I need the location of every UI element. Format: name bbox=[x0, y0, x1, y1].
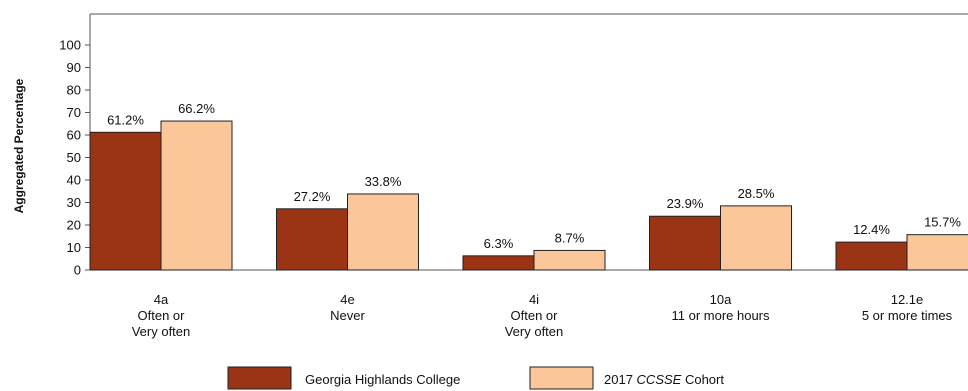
y-tick-label: 50 bbox=[67, 150, 81, 165]
category-label-line: 4i bbox=[529, 292, 539, 307]
bar-cohort bbox=[347, 193, 419, 271]
legend-swatch-ccsse-cohort bbox=[529, 366, 594, 390]
category-label-line: 4a bbox=[154, 292, 169, 307]
category-label-line: 4e bbox=[340, 292, 354, 307]
legend-swatch-georgia-highlands bbox=[227, 366, 292, 390]
y-tick-label: 30 bbox=[67, 195, 81, 210]
category-label-line: Never bbox=[330, 308, 365, 323]
legend-label-georgia-highlands: Georgia Highlands College bbox=[305, 372, 460, 387]
bar-college bbox=[835, 241, 908, 271]
data-label-college: 12.4% bbox=[853, 222, 890, 237]
category-label-line: 11 or more hours bbox=[671, 308, 770, 323]
legend: Georgia Highlands College 2017 CCSSE Coh… bbox=[227, 366, 724, 390]
bar-cohort bbox=[720, 205, 792, 271]
y-tick-label: 40 bbox=[67, 173, 81, 188]
category-label-line: 5 or more times bbox=[862, 308, 953, 323]
category-label-line: 12.1e bbox=[891, 292, 924, 307]
legend-label-ccsse-cohort: 2017 CCSSE Cohort bbox=[604, 372, 724, 387]
y-tick-label: 80 bbox=[67, 83, 81, 98]
data-labels-group: 61.2% 66.2% 27.2% 33.8% 6.3% 8.7% 23.9% 28.5% 12… bbox=[107, 101, 961, 251]
y-axis-ticks: 0 10 20 30 40 50 60 70 80 90 100 bbox=[59, 38, 90, 278]
bar-college bbox=[649, 215, 721, 271]
data-label-college: 6.3% bbox=[484, 236, 514, 251]
category-label-line: Often or bbox=[138, 308, 186, 323]
data-label-cohort: 8.7% bbox=[555, 230, 585, 245]
bar-college bbox=[276, 208, 348, 271]
data-label-cohort: 28.5% bbox=[738, 186, 775, 201]
bar-college bbox=[462, 255, 535, 271]
y-tick-label: 0 bbox=[74, 263, 81, 278]
bar-college bbox=[89, 131, 162, 271]
data-label-college: 23.9% bbox=[667, 196, 704, 211]
data-label-college: 61.2% bbox=[107, 112, 144, 127]
bars-group bbox=[89, 120, 968, 271]
data-label-cohort: 15.7% bbox=[924, 215, 961, 230]
category-label-line: 10a bbox=[710, 292, 732, 307]
category-label-line: Very often bbox=[132, 324, 191, 339]
data-label-college: 27.2% bbox=[294, 189, 331, 204]
bar-cohort bbox=[906, 234, 968, 271]
data-label-cohort: 66.2% bbox=[178, 101, 215, 116]
bar-cohort bbox=[160, 120, 233, 271]
y-tick-label: 70 bbox=[67, 105, 81, 120]
y-tick-label: 20 bbox=[67, 218, 81, 233]
y-axis-label: Aggregated Percentage bbox=[12, 78, 26, 213]
bar-cohort bbox=[533, 249, 606, 271]
category-label-line: Often or bbox=[511, 308, 559, 323]
y-tick-label: 60 bbox=[67, 128, 81, 143]
y-tick-label: 100 bbox=[59, 38, 81, 53]
y-tick-label: 90 bbox=[67, 60, 81, 75]
y-tick-label: 10 bbox=[67, 240, 81, 255]
data-label-cohort: 33.8% bbox=[365, 174, 402, 189]
category-label-line: Very often bbox=[505, 324, 564, 339]
